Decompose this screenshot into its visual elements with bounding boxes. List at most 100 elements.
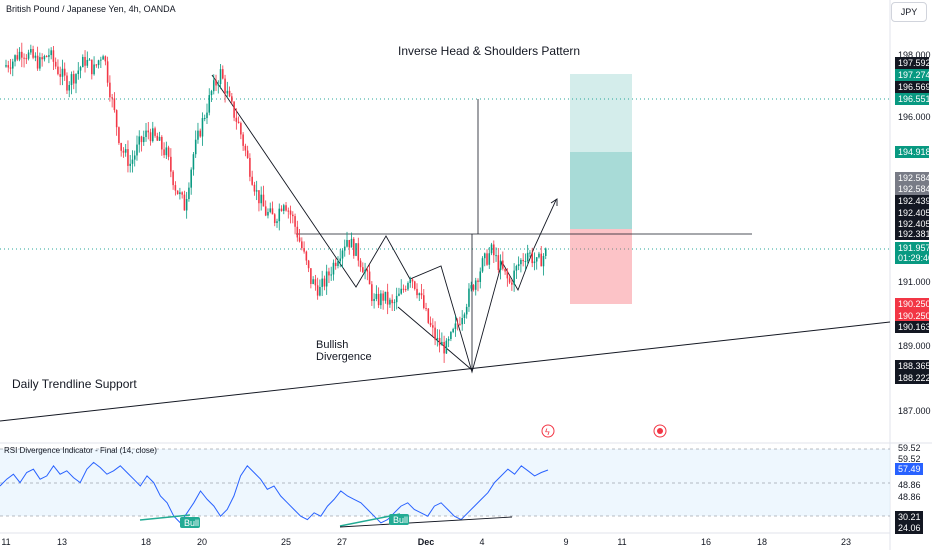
stop-zone[interactable] [570,229,632,304]
price-tag-text: 192.439 [898,196,931,206]
candle-body [278,208,281,222]
candle-body [398,293,400,296]
candle-body [36,55,39,69]
rsi-tick-label: 48.86 [898,480,921,490]
candle-body [7,65,10,68]
candle-body [301,241,303,249]
candle-body [34,55,37,58]
candle-body [373,298,375,302]
candle-body [463,314,466,318]
candle-body [201,118,204,137]
target-zone-lower[interactable] [570,152,632,229]
candle-body [332,262,335,275]
candle-body [156,135,159,141]
price-tag-text: 190.250 [898,311,931,321]
candle-body [359,260,362,268]
candle-body [237,121,240,124]
price-tag [895,321,929,333]
candle-body [384,291,387,301]
candle-body [109,82,111,98]
candle-body [106,61,109,83]
bull-label-1-text: Bull [184,518,199,528]
rsi-tick-label: 59.52 [898,443,921,453]
candle-body [226,90,229,94]
candle-body [314,279,317,286]
candle-body [192,154,195,170]
candle-body [104,56,107,62]
candle-body [199,130,202,137]
candle-body [312,279,314,284]
candle-body [323,278,326,287]
candle-body [16,55,19,60]
rsi-band [0,449,890,516]
candle-body [174,185,177,191]
candle-body [152,128,154,142]
candle-body [350,238,353,248]
price-tag-text: 196.569 [898,82,931,92]
price-tag-text: 192.584 [898,184,931,194]
price-tag [895,310,929,322]
time-label: Dec [418,537,435,547]
price-tag [895,195,929,207]
candle-body [533,261,536,264]
divergence-label-2: Divergence [316,351,372,363]
candle-body [136,144,138,156]
candle-body [427,308,430,323]
candle-body [434,327,436,340]
pattern-zigzag[interactable] [211,74,557,374]
candle-body [450,332,452,340]
candle-body [461,317,463,325]
candle-body [341,250,344,259]
price-axis[interactable]: 198.000 196.000 191.000 189.000 187.000 [898,50,931,416]
price-tag [895,69,929,81]
candle-body [425,307,427,309]
rsi-trendline[interactable] [339,516,513,528]
candle-body [75,74,77,84]
price-tag [895,146,929,158]
candle-body [91,59,93,75]
candle-body [391,299,393,304]
candle-body [176,190,179,195]
bull-label-2 [389,514,409,525]
candle-body [456,323,459,325]
candle-body [120,143,122,151]
candle-body [343,246,346,251]
candle-body [339,258,342,262]
candle-body [459,323,461,325]
daily-trendline[interactable] [0,321,891,422]
candle-body [483,253,486,259]
time-axis[interactable]: 11 13 18 20 25 27 Dec 4 9 11 16 18 23 [1,537,851,547]
candle-body [258,190,260,204]
time-label: 16 [701,537,711,547]
target-zone-upper[interactable] [570,74,632,152]
candle-body [264,206,267,216]
event-flash-icon[interactable] [541,424,555,438]
currency-button[interactable]: JPY [891,2,927,22]
arrow-head-icon [550,198,558,206]
candle-body [287,210,290,212]
candle-body [122,150,125,153]
candle-body [206,112,208,119]
candle-body [118,127,120,144]
candle-body [477,280,479,283]
candle-body [513,270,515,285]
candle-body [181,192,183,195]
rsi-line [0,461,549,524]
candle-body [337,261,339,267]
price-tag-text: 01:29:40 [898,253,932,263]
flash-glyph-icon: ϟ [545,427,550,437]
candle-body [77,70,80,75]
candle-body [296,226,299,238]
candle-body [411,279,414,282]
candle-body [147,130,150,133]
price-tag-text: 197.274 [898,70,931,80]
candle-body [45,56,48,58]
candle-body [43,56,46,60]
candle-body [133,155,136,160]
candle-body [240,123,242,135]
candle-body [400,288,402,294]
candle-body [233,101,235,118]
candle-body [170,156,172,172]
